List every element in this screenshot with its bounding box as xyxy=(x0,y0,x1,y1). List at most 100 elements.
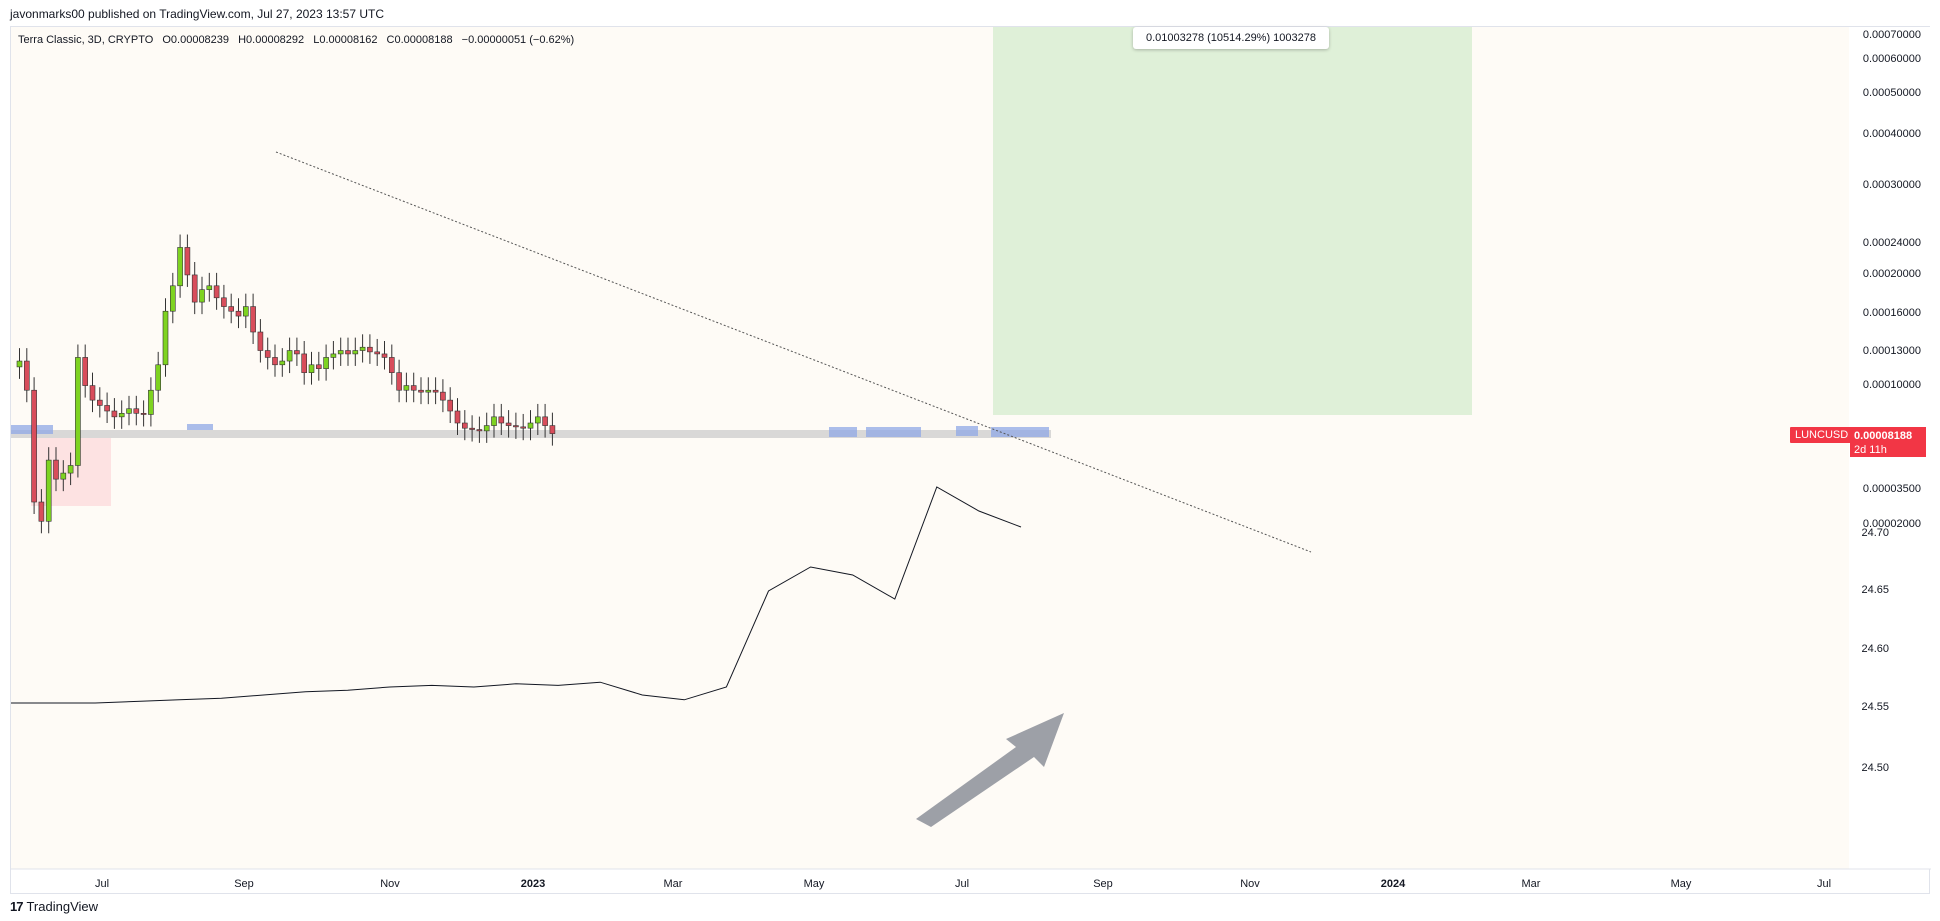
candle-body xyxy=(520,426,527,429)
candle-body xyxy=(388,357,395,373)
indicator-tick-label: 24.65 xyxy=(1861,584,1889,596)
candle-body xyxy=(53,459,59,480)
candle-body xyxy=(272,357,278,366)
candle-body xyxy=(469,427,475,430)
candle-body xyxy=(177,247,183,287)
time-tick-label: Jul xyxy=(95,878,109,890)
candle-body xyxy=(24,360,30,391)
time-tick-label: Sep xyxy=(234,878,254,890)
support-touch-zone xyxy=(866,427,921,437)
candle-body xyxy=(184,247,191,276)
candle-body xyxy=(264,350,271,358)
candle-body xyxy=(461,422,468,429)
candle-body xyxy=(38,501,45,522)
candle-body xyxy=(549,425,556,434)
candle-body xyxy=(126,408,132,414)
candle-body xyxy=(534,416,541,424)
candle-body xyxy=(323,357,329,369)
candle-body xyxy=(345,350,351,355)
price-tick-label: 0.00024000 xyxy=(1863,237,1921,249)
candle-body xyxy=(352,350,359,355)
footer-brand-text: TradingView xyxy=(26,899,99,914)
support-touch-zone xyxy=(829,427,857,437)
candle-body xyxy=(257,331,264,351)
candle-body xyxy=(491,416,497,426)
support-touch-zone xyxy=(956,426,978,436)
symbol-badge: LUNCUSD xyxy=(1790,427,1854,443)
candle-body xyxy=(16,360,23,368)
candle-body xyxy=(118,413,125,418)
candle-body xyxy=(432,389,439,393)
candle-body xyxy=(162,310,169,366)
time-tick-label: Sep xyxy=(1093,878,1113,890)
candle-body xyxy=(403,385,410,391)
candle-body xyxy=(97,399,103,406)
candle-body xyxy=(60,472,67,480)
time-tick-label: Mar xyxy=(1522,878,1541,890)
time-tick-label: Nov xyxy=(380,878,400,890)
candle-body xyxy=(498,416,505,424)
candle-body xyxy=(155,364,161,391)
candle-body xyxy=(82,357,88,386)
legend-low: L0.00008162 xyxy=(313,34,378,46)
tradingview-logo-icon: 17 xyxy=(10,899,24,914)
footer-brand[interactable]: 17 TradingView xyxy=(10,896,98,918)
indicator-tick-label: 24.60 xyxy=(1861,643,1889,655)
candle-body xyxy=(410,385,417,391)
price-tick-label: 0.00040000 xyxy=(1863,128,1921,140)
price-tick-label: 0.00030000 xyxy=(1863,179,1921,191)
candle-body xyxy=(396,372,402,391)
candle-body xyxy=(140,413,147,415)
legend-close: C0.00008188 xyxy=(386,34,453,46)
last-price: 0.00008188 xyxy=(1854,430,1913,442)
candle-body xyxy=(440,391,446,401)
candle-body xyxy=(483,425,490,432)
price-tick-label: 0.00070000 xyxy=(1863,29,1921,41)
time-tick-label: Jul xyxy=(1817,878,1831,890)
candle-body xyxy=(301,353,308,373)
time-tick-label: Jul xyxy=(955,878,969,890)
support-touch-zone xyxy=(991,427,1049,437)
candle-body xyxy=(111,410,118,418)
candle-body xyxy=(337,350,344,355)
candle-body xyxy=(243,306,249,317)
candle-body xyxy=(170,285,176,312)
price-tick-label: 0.00013000 xyxy=(1863,345,1921,357)
price-tick-label: 0.00010000 xyxy=(1863,379,1921,391)
indicator-series-line xyxy=(11,486,1022,704)
indicator-tick-label: 24.50 xyxy=(1861,762,1889,774)
candle-body xyxy=(67,465,74,474)
candle-body xyxy=(527,422,534,429)
price-tick-label: 0.00050000 xyxy=(1863,87,1921,99)
candle-body xyxy=(279,360,286,366)
chart-frame[interactable]: 0.00070000 0.00060000 0.00050000 0.00040000… xyxy=(10,26,1931,895)
publish-header: javonmarks00 published on TradingView.co… xyxy=(10,7,384,21)
chart-canvas[interactable]: 0.00070000 0.00060000 0.00050000 0.00040000… xyxy=(11,27,1931,895)
candle-body xyxy=(367,346,373,353)
price-tick-label: 0.00016000 xyxy=(1863,307,1921,319)
candle-body xyxy=(359,346,366,351)
candle-body xyxy=(476,429,483,432)
candle-body xyxy=(425,389,432,393)
candle-body xyxy=(31,389,37,503)
legend-open: O0.00008239 xyxy=(162,34,230,46)
price-tick-label: 0.00020000 xyxy=(1863,268,1921,280)
countdown: 2d 11h xyxy=(1854,444,1887,456)
candle-body xyxy=(447,399,454,412)
candle-body xyxy=(294,350,300,355)
candle-body xyxy=(221,297,227,307)
candle-body xyxy=(45,459,52,522)
measure-label: 0.01003278 (10514.29%) 1003278 xyxy=(1133,27,1329,49)
candle-body xyxy=(148,389,154,415)
candle-body xyxy=(191,274,198,303)
candle-body xyxy=(505,422,512,426)
time-tick-label: Nov xyxy=(1240,878,1260,890)
price-tick-label: 0.00060000 xyxy=(1863,53,1921,65)
time-tick-label: 2023 xyxy=(521,878,545,890)
candle-body xyxy=(250,306,256,333)
candle-body xyxy=(228,306,234,312)
candle-body xyxy=(286,350,293,362)
support-touch-zone xyxy=(187,424,213,430)
descending-trendline xyxy=(275,151,1312,553)
candle-body xyxy=(330,353,337,358)
